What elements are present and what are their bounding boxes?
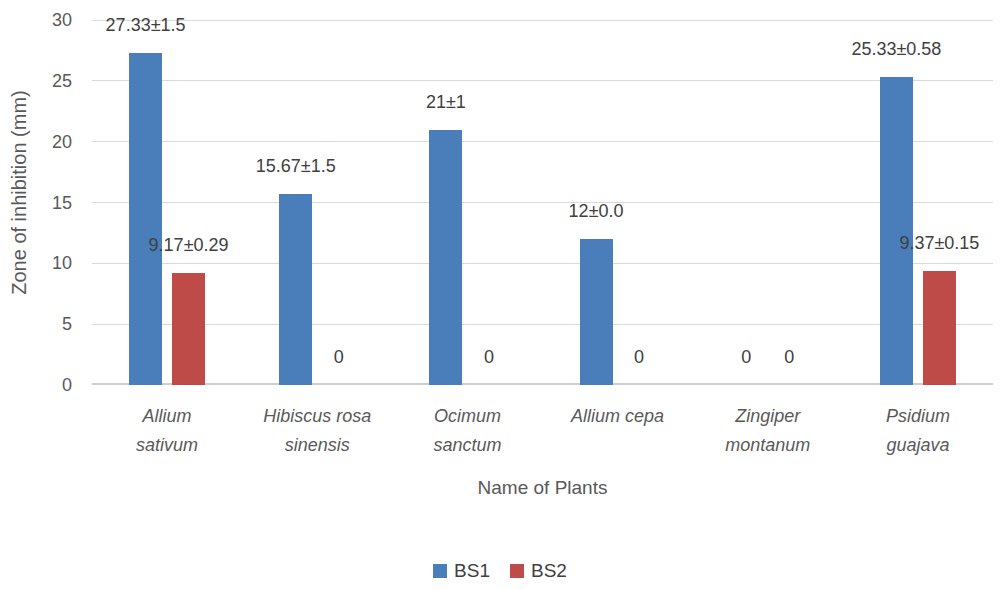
data-label: 9.37±0.15: [874, 233, 1000, 254]
x-category-label-text: Psidium guajava: [862, 402, 974, 460]
legend-swatch-BS2: [510, 564, 524, 578]
x-category-label: Zingiper montanum: [693, 402, 843, 460]
data-label: 12±0.0: [531, 201, 661, 222]
bar-BS1: [880, 77, 913, 385]
legend: BS1 BS2: [0, 560, 1000, 582]
gridline-y5: [92, 324, 993, 325]
data-label: 9.17±0.29: [124, 235, 254, 256]
x-category-label: Psidium guajava: [843, 402, 993, 460]
gridline-y30: [92, 20, 993, 21]
legend-label: BS1: [454, 560, 490, 582]
data-label: 0: [274, 347, 404, 368]
x-category-label: Allium cepa: [543, 402, 693, 431]
gridline-y20: [92, 141, 993, 142]
data-label: 0: [424, 347, 554, 368]
legend-item-BS2: BS2: [510, 560, 567, 582]
legend-label: BS2: [531, 560, 567, 582]
gridline-y25: [92, 80, 993, 81]
bar-BS2: [923, 271, 956, 385]
data-label: 27.33±1.5: [81, 15, 211, 36]
y-tick-label: 10: [0, 252, 72, 274]
x-category-label-text: Allium sativum: [111, 402, 223, 460]
bar-BS1: [129, 53, 162, 386]
x-category-label: Ocimum sanctum: [392, 402, 542, 460]
x-axis-title: Name of Plants: [92, 477, 993, 499]
data-label: 25.33±0.58: [831, 39, 961, 60]
y-tick-label: 5: [0, 313, 72, 335]
bar-BS2: [172, 273, 205, 385]
x-category-label-text: Zingiper montanum: [712, 402, 824, 460]
gridline-y0: [92, 383, 993, 385]
data-label: 0: [574, 347, 704, 368]
data-label: 15.67±1.5: [231, 156, 361, 177]
y-tick-label: 30: [0, 9, 72, 31]
plot-area: 27.33±1.515.67±1.521±112±0.0025.33±0.589…: [92, 20, 993, 385]
data-label: 21±1: [381, 92, 511, 113]
bar-chart-figure: Zone of inhibition (mm) 27.33±1.515.67±1…: [0, 0, 1000, 589]
x-category-label: Allium sativum: [92, 402, 242, 460]
y-tick-label: 0: [0, 374, 72, 396]
legend-item-BS1: BS1: [433, 560, 490, 582]
x-category-label: Hibiscus rosa sinensis: [242, 402, 392, 460]
legend-swatch-BS1: [433, 564, 447, 578]
x-category-label-text: Allium cepa: [571, 402, 664, 431]
x-category-label-text: Ocimum sanctum: [411, 402, 523, 460]
y-tick-label: 15: [0, 192, 72, 214]
data-label: 0: [724, 347, 854, 368]
y-tick-label: 25: [0, 70, 72, 92]
x-category-label-text: Hibiscus rosa sinensis: [261, 402, 373, 460]
gridline-y10: [92, 263, 993, 264]
y-tick-label: 20: [0, 131, 72, 153]
